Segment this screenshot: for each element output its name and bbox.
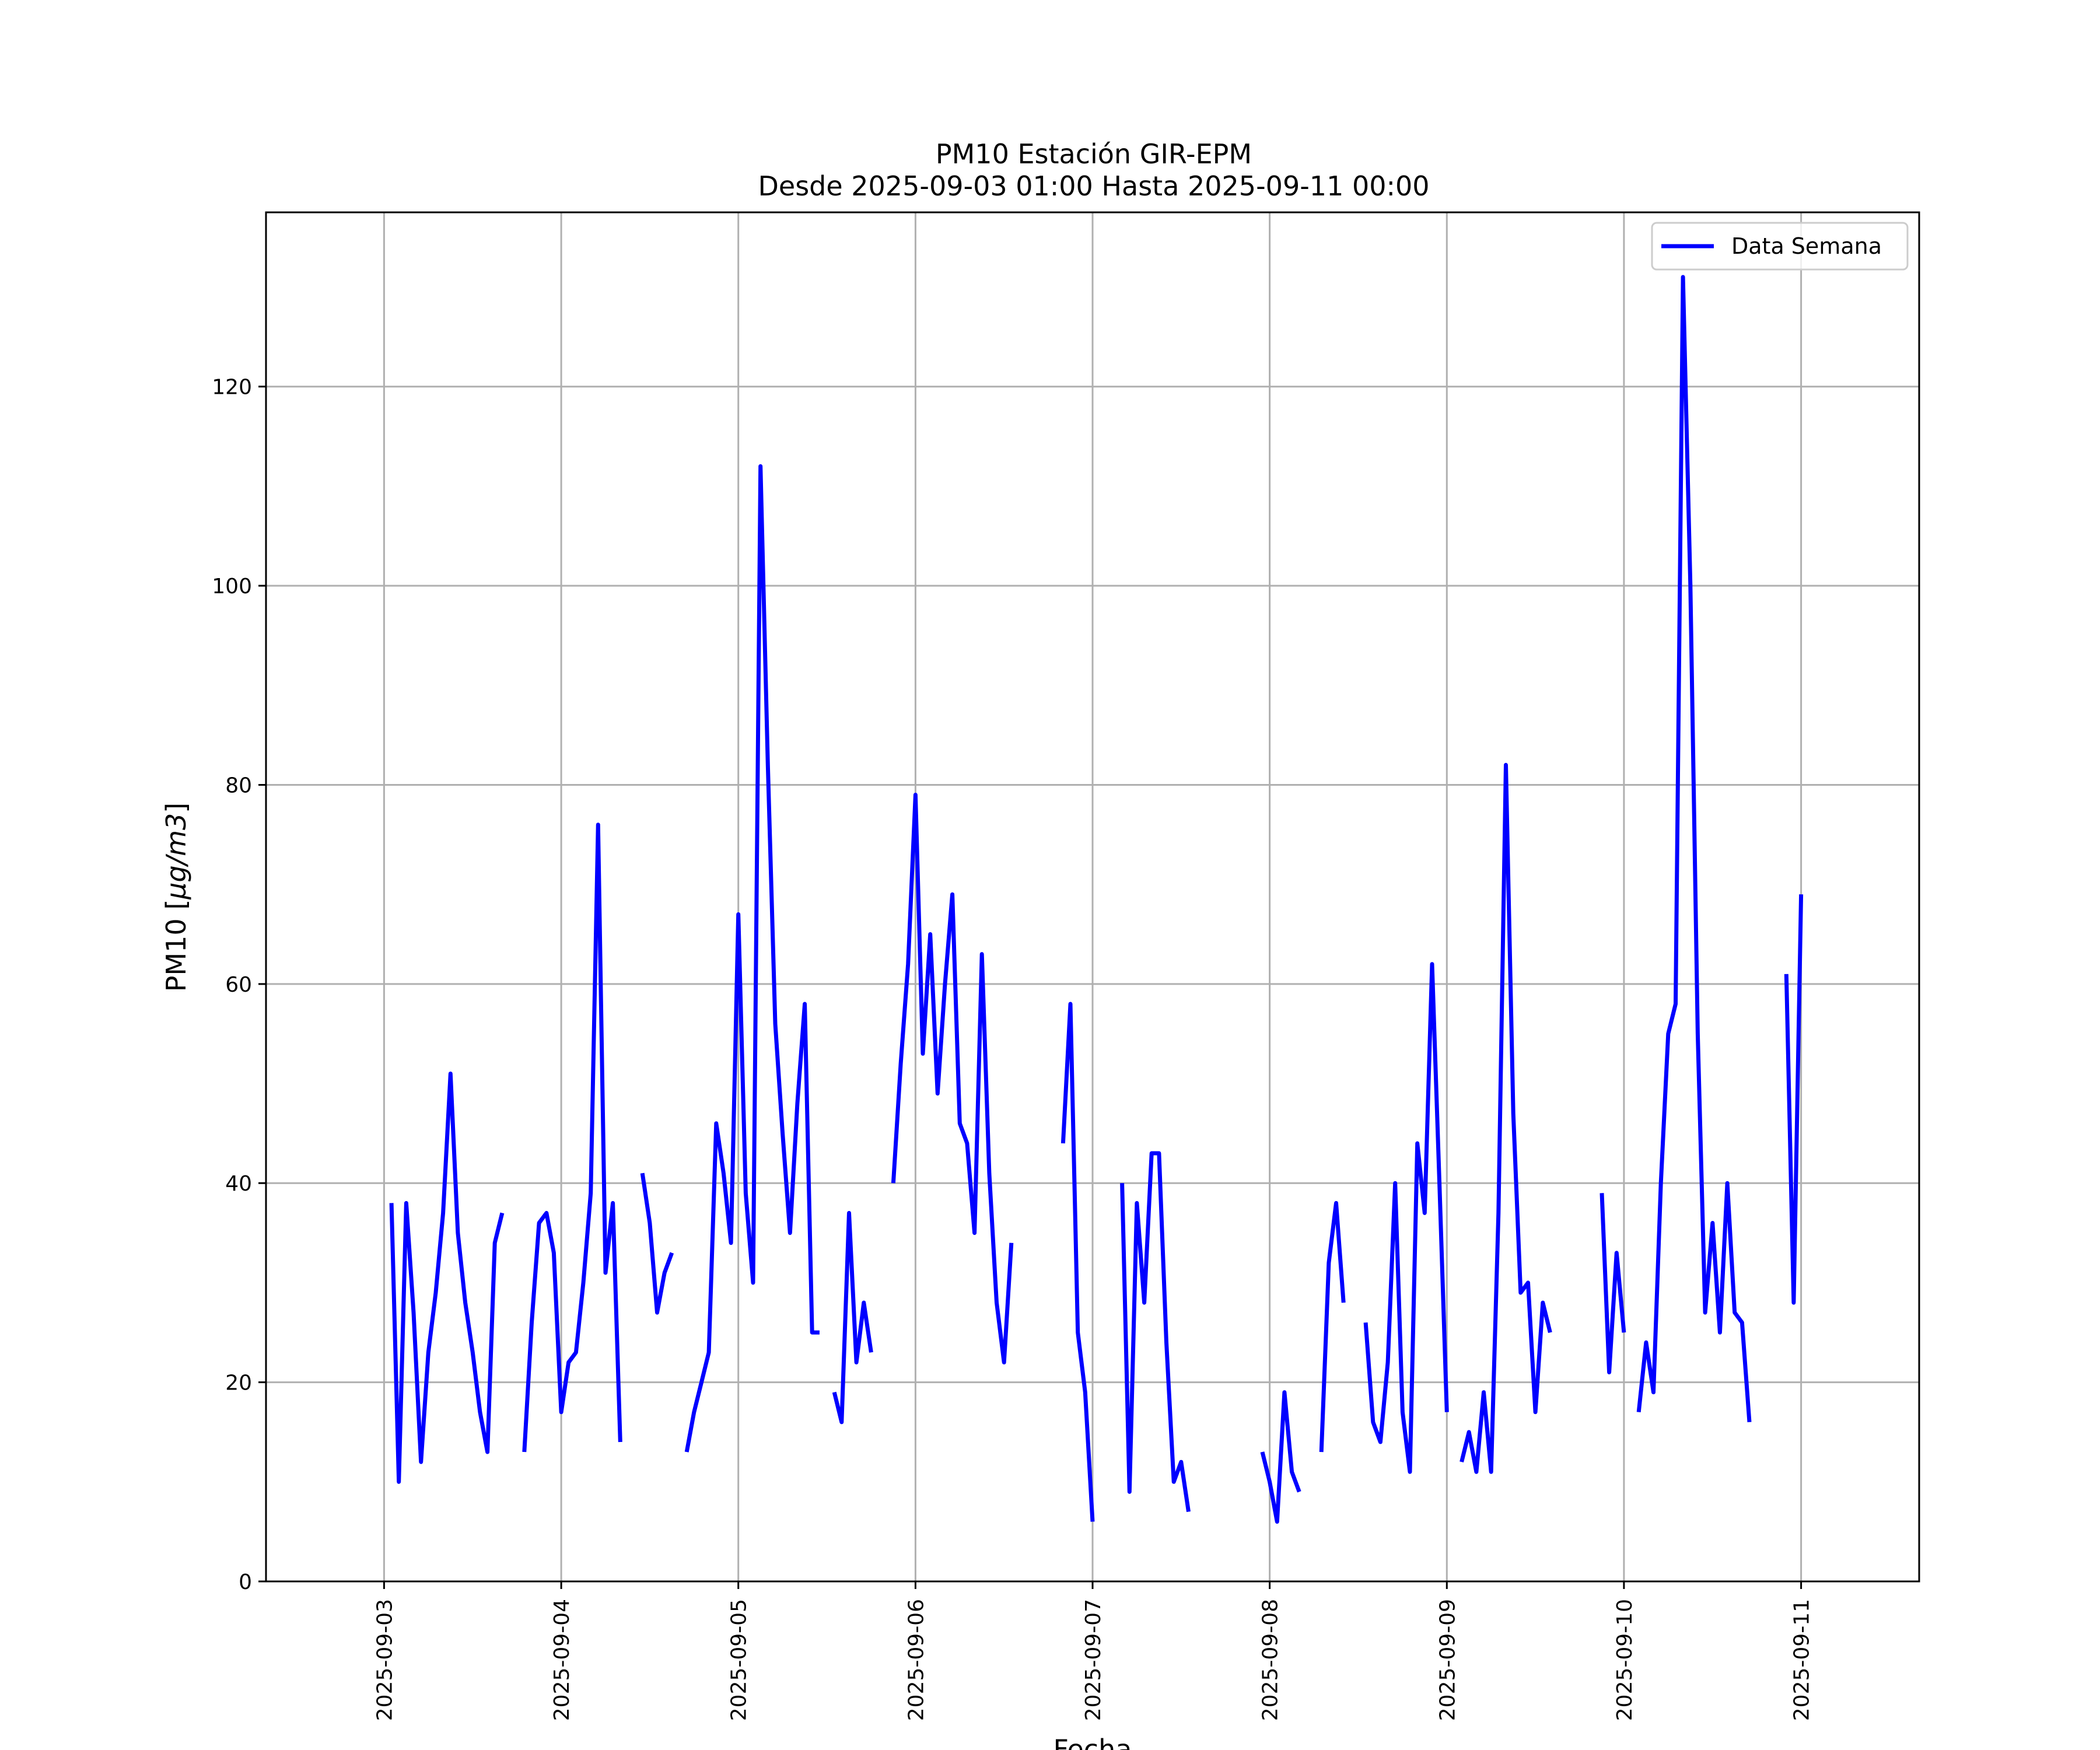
y-tick-label-40: 40 [225,1172,252,1196]
series-line-segment-0-10 [1363,962,1449,1474]
chart-title: PM10 Estación GIR-EPM [936,138,1252,170]
series-line-segment-0-7 [1120,1151,1191,1513]
series-line-segment-0-14 [1784,894,1804,1305]
series-line-segment-0-3 [684,464,820,1452]
y-tick-label-0: 0 [239,1570,252,1594]
y-tick-label-20: 20 [225,1371,252,1395]
x-tick-label-2025-09-04: 2025-09-04 [550,1599,574,1721]
y-axis-title: PM10 [μg/m3] [160,803,192,992]
x-tick-label-2025-09-05: 2025-09-05 [727,1599,751,1721]
x-tick-label-2025-09-06: 2025-09-06 [904,1599,928,1721]
y-tick-label-80: 80 [225,774,252,798]
y-axis-title-prefix: PM10 [ [160,900,192,992]
series-line-segment-0-12 [1600,1193,1626,1374]
legend-label-data-semana: Data Semana [1731,233,1882,259]
y-axis: 0 20 40 60 80 100 120 [212,376,266,1594]
y-axis-title-unit: μg/m3 [160,813,192,900]
series-line-segment-0-11 [1460,762,1552,1474]
x-tick-label-2025-09-07: 2025-09-07 [1082,1599,1105,1721]
x-axis-title: Fecha [1054,1734,1132,1750]
x-tick-label-2025-09-03: 2025-09-03 [373,1599,397,1721]
series-line-segment-0-2 [640,1172,674,1315]
legend-frame [1651,222,1909,271]
y-tick-label-100: 100 [212,575,252,598]
chart-subtitle: Desde 2025-09-03 01:00 Hasta 2025-09-11 … [758,170,1429,202]
series-line-segment-0-9 [1319,1200,1346,1452]
series-line-segment-0-13 [1636,275,1752,1423]
x-tick-label-2025-09-10: 2025-09-10 [1613,1599,1637,1721]
grid [266,212,1919,1583]
legend: Data Semana [1651,222,1909,271]
x-axis: 2025-09-03 2025-09-04 2025-09-05 2025-09-06… [373,1581,1814,1721]
series-data-semana [389,275,1804,1524]
series-line-segment-0-1 [522,822,622,1452]
x-tick-label-2025-09-11: 2025-09-11 [1790,1599,1814,1721]
y-tick-label-120: 120 [212,376,252,400]
series-line-segment-0-8 [1260,1390,1301,1524]
series-line-segment-0-6 [1060,1002,1095,1522]
series-line-segment-0-0 [389,1072,505,1484]
x-tick-label-2025-09-09: 2025-09-09 [1436,1599,1460,1721]
y-axis-title-suffix: ] [160,803,192,813]
y-tick-label-60: 60 [225,973,252,997]
series-line-segment-0-5 [891,793,1014,1364]
x-tick-label-2025-09-08: 2025-09-08 [1259,1599,1283,1721]
series-line-segment-0-4 [832,1210,873,1424]
